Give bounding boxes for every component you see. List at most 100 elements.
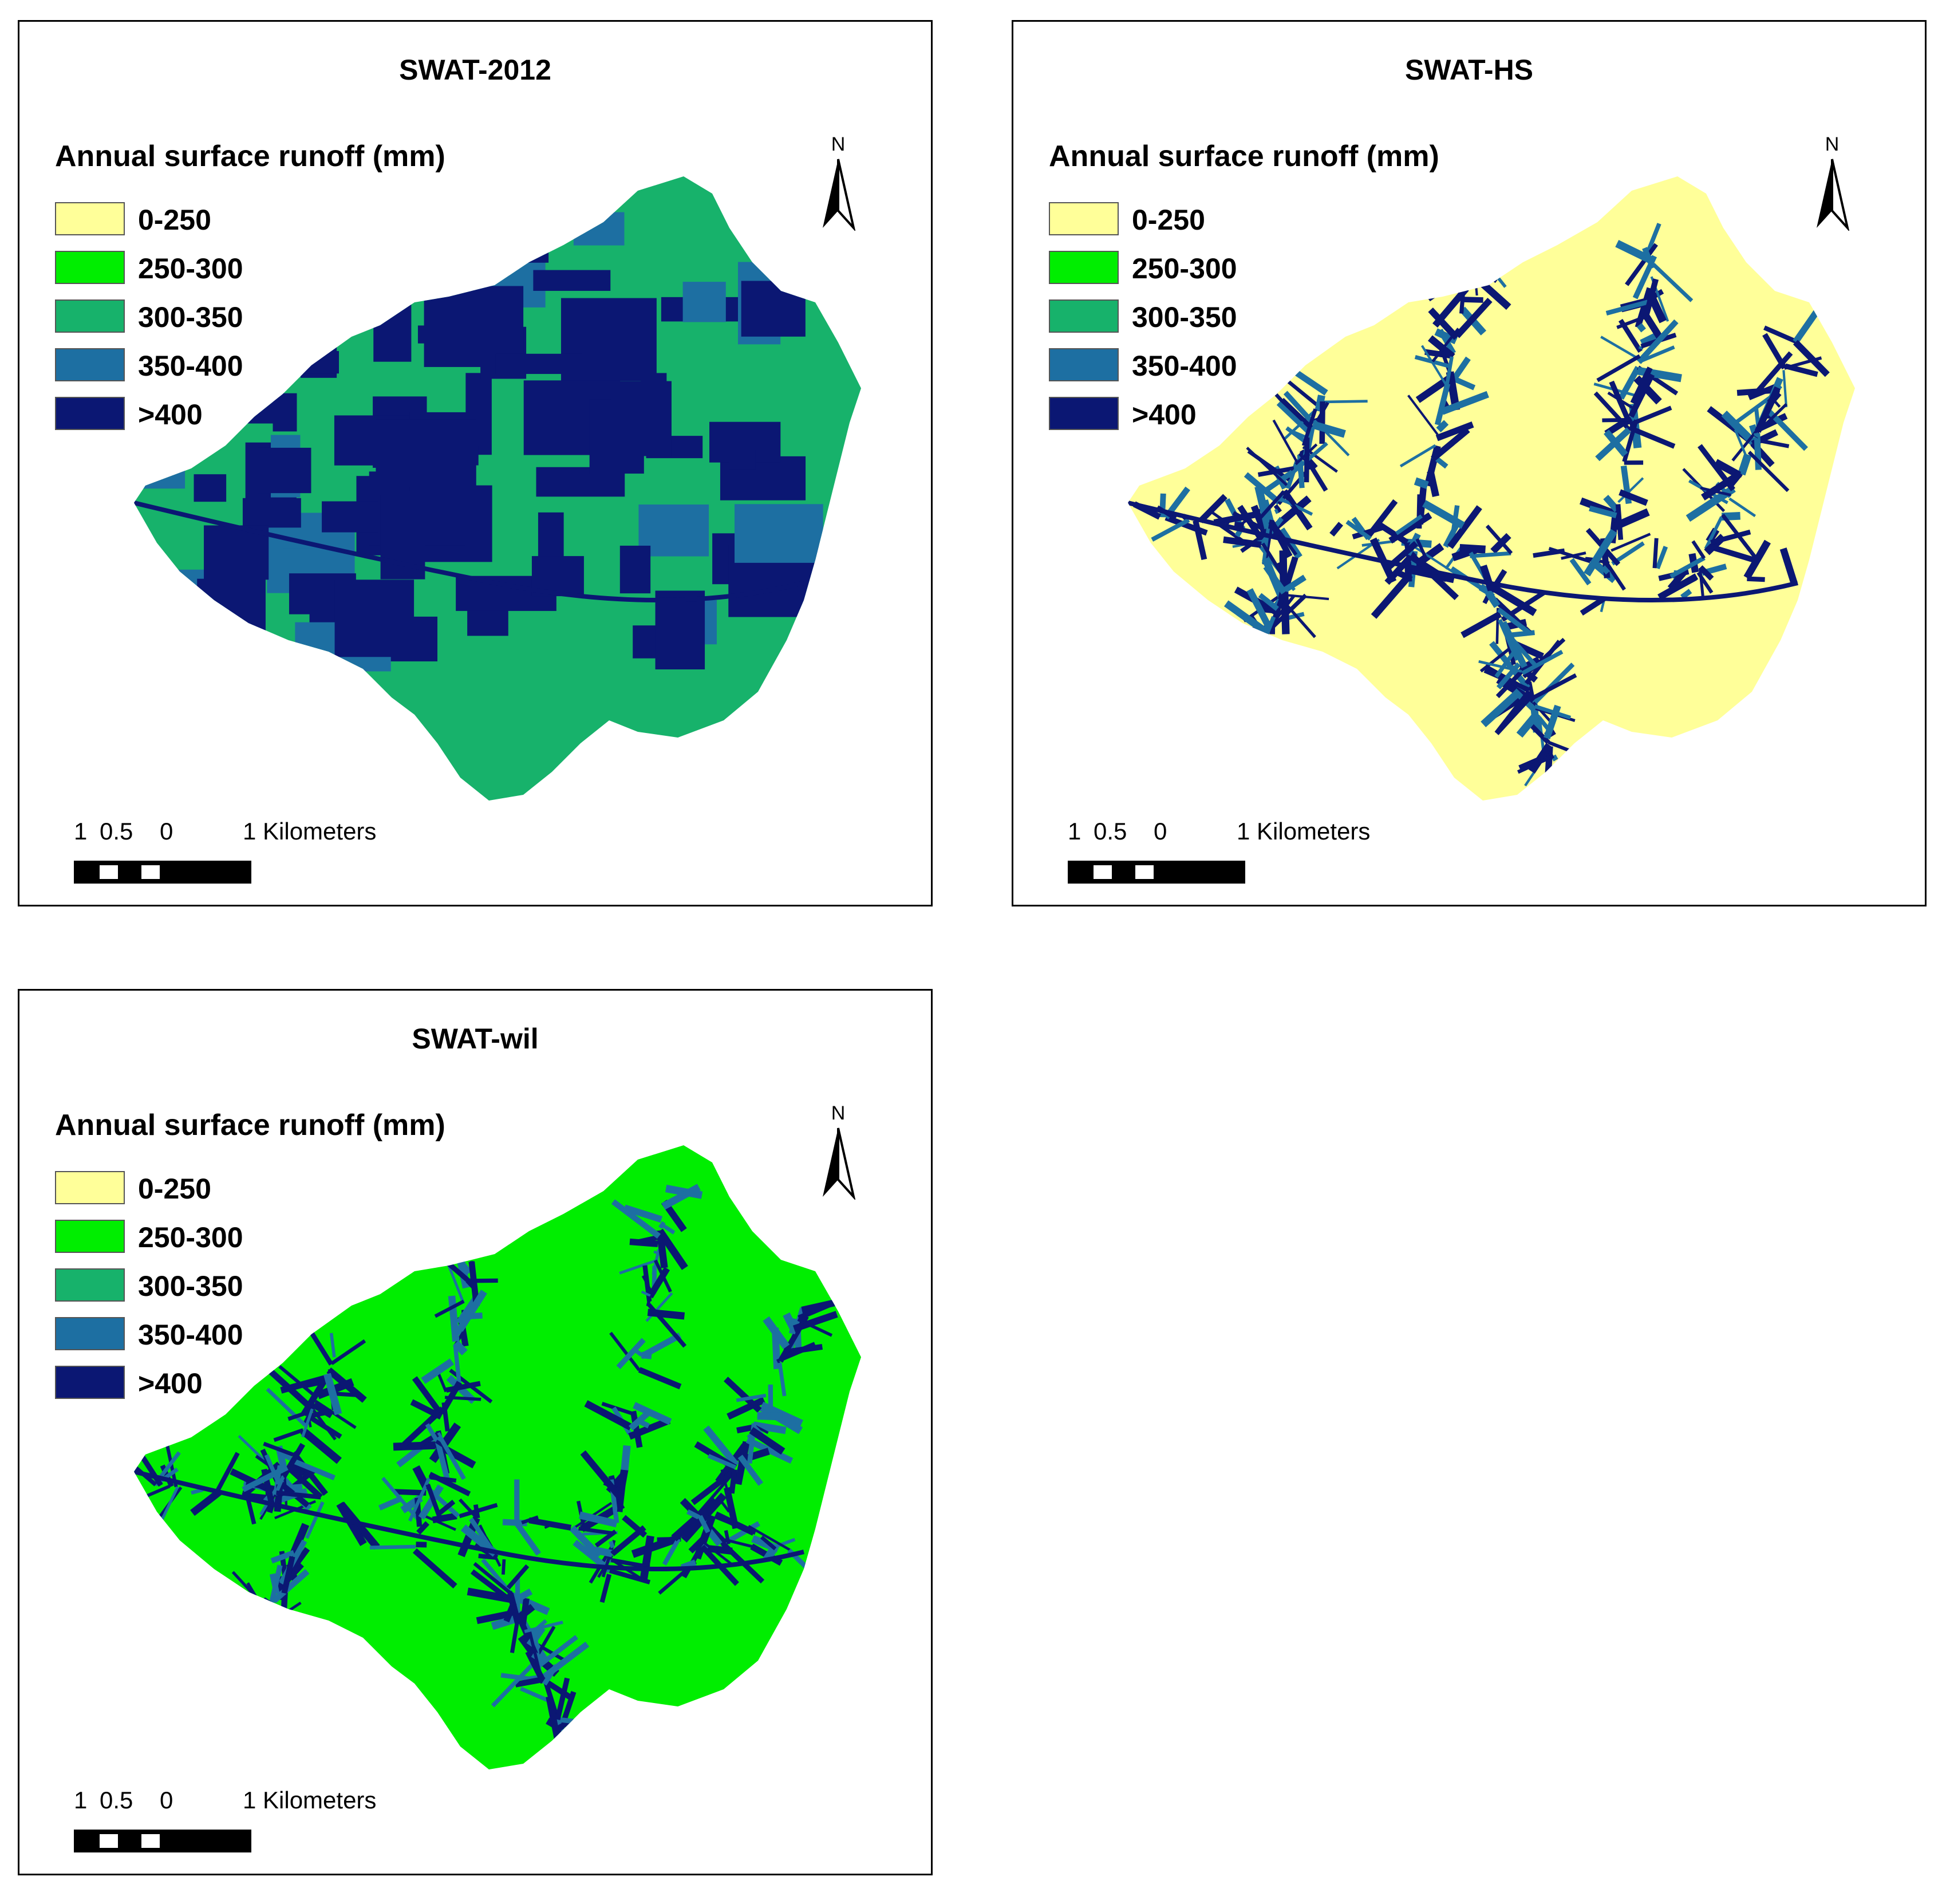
runoff-streak xyxy=(199,1680,241,1704)
runoff-streak xyxy=(1248,659,1260,697)
runoff-streak xyxy=(641,1290,651,1297)
runoff-streak xyxy=(1600,336,1640,361)
runoff-streak xyxy=(1246,660,1289,683)
runoff-streak xyxy=(444,1396,481,1401)
runoff-streak xyxy=(1395,514,1423,535)
runoff-streak xyxy=(1281,591,1290,634)
runoff-streak xyxy=(1304,437,1310,483)
runoff-streak xyxy=(1595,427,1631,462)
runoff-streak xyxy=(1431,427,1470,462)
legend-label: 300-350 xyxy=(138,1270,243,1302)
runoff-patch xyxy=(147,581,185,656)
runoff-patch xyxy=(373,297,412,362)
runoff-streak xyxy=(329,1333,336,1358)
main-channel xyxy=(134,500,804,602)
runoff-streak xyxy=(1793,340,1830,377)
runoff-streak xyxy=(760,1535,777,1551)
runoff-streak xyxy=(724,1530,731,1545)
panel-title: SWAT-HS xyxy=(1404,54,1534,86)
runoff-streak xyxy=(662,1538,681,1566)
runoff-streak xyxy=(236,1662,252,1694)
runoff-streak xyxy=(1376,521,1409,545)
legend-label: 250-300 xyxy=(138,253,243,285)
runoff-streak xyxy=(258,1615,271,1643)
north-label: N xyxy=(831,1102,846,1124)
runoff-streak xyxy=(1436,420,1449,432)
runoff-streak xyxy=(243,1648,251,1660)
runoff-streak xyxy=(1454,297,1493,338)
runoff-streak xyxy=(1264,616,1276,637)
runoff-streak xyxy=(1589,505,1617,519)
runoff-streak xyxy=(1494,650,1516,678)
legend-swatch xyxy=(55,251,125,284)
runoff-streak xyxy=(215,1452,240,1492)
runoff-streak xyxy=(1756,403,1788,433)
runoff-streak xyxy=(546,1696,561,1741)
runoff-streak xyxy=(706,1528,723,1547)
runoff-streak xyxy=(777,1362,787,1397)
runoff-streak xyxy=(244,1610,271,1642)
runoff-streak xyxy=(1274,508,1279,514)
runoff-patch xyxy=(209,331,262,407)
runoff-patch xyxy=(318,218,350,243)
runoff-streak xyxy=(219,1669,248,1717)
map-panel-swat-2012: SWAT-2012 Annual surface runoff (mm) 0-2… xyxy=(18,20,933,906)
panel-title: SWAT-wil xyxy=(412,1023,539,1055)
runoff-streak xyxy=(491,1659,538,1708)
runoff-streak xyxy=(752,1421,787,1434)
runoff-streak xyxy=(1218,699,1241,714)
runoff-streak xyxy=(661,1184,701,1210)
runoff-streak xyxy=(1216,669,1239,707)
runoff-streak xyxy=(1479,564,1495,592)
legend-swatch xyxy=(1049,299,1119,333)
runoff-streak xyxy=(1241,691,1266,717)
runoff-patch xyxy=(655,590,705,670)
runoff-streak xyxy=(1691,540,1706,559)
scale-tick-label: 1 xyxy=(1068,818,1081,845)
runoff-streak xyxy=(312,1402,333,1418)
runoff-streak xyxy=(266,1387,307,1427)
runoff-streak xyxy=(1230,713,1241,755)
runoff-streak xyxy=(246,1661,257,1698)
runoff-streak xyxy=(1322,400,1368,404)
runoff-streak xyxy=(1628,425,1676,449)
runoff-streak xyxy=(1234,522,1245,529)
runoff-patch xyxy=(136,454,185,489)
runoff-streak xyxy=(1497,607,1532,636)
channel-network xyxy=(1128,500,1798,602)
runoff-streak xyxy=(1427,212,1474,259)
runoff-streak xyxy=(1371,572,1413,619)
runoff-streak xyxy=(757,1412,783,1421)
runoff-streak xyxy=(1628,373,1655,418)
runoff-streak xyxy=(555,1677,570,1720)
runoff-streak xyxy=(1206,697,1237,713)
runoff-streak xyxy=(1165,515,1208,536)
watershed-map xyxy=(134,176,861,801)
runoff-streak xyxy=(1652,263,1694,302)
north-arrow-icon: N xyxy=(818,1102,858,1200)
legend-swatch xyxy=(55,202,125,235)
runoff-streak xyxy=(1605,562,1626,591)
runoff-streak xyxy=(611,1558,650,1570)
runoff-streak xyxy=(737,1454,764,1486)
runoff-streak xyxy=(1301,408,1317,447)
runoff-streak xyxy=(1551,754,1558,762)
runoff-streak xyxy=(446,1262,465,1304)
runoff-streak xyxy=(474,1234,494,1247)
runoff-streak xyxy=(558,1691,577,1730)
runoff-streak xyxy=(434,1299,465,1318)
runoff-patch xyxy=(490,220,541,242)
runoff-streak xyxy=(269,1573,280,1595)
watershed-map xyxy=(134,1145,861,1769)
runoff-streak xyxy=(259,1629,285,1676)
runoff-streak xyxy=(502,1559,506,1575)
runoff-streak xyxy=(610,1525,646,1556)
runoff-streak xyxy=(646,1296,652,1307)
runoff-streak xyxy=(1246,588,1273,630)
runoff-streak xyxy=(241,1672,289,1706)
runoff-streak xyxy=(1384,550,1417,585)
runoff-streak xyxy=(745,1437,794,1464)
runoff-streak xyxy=(301,1379,327,1417)
runoff-streak xyxy=(690,1468,736,1505)
runoff-patch xyxy=(203,629,228,713)
